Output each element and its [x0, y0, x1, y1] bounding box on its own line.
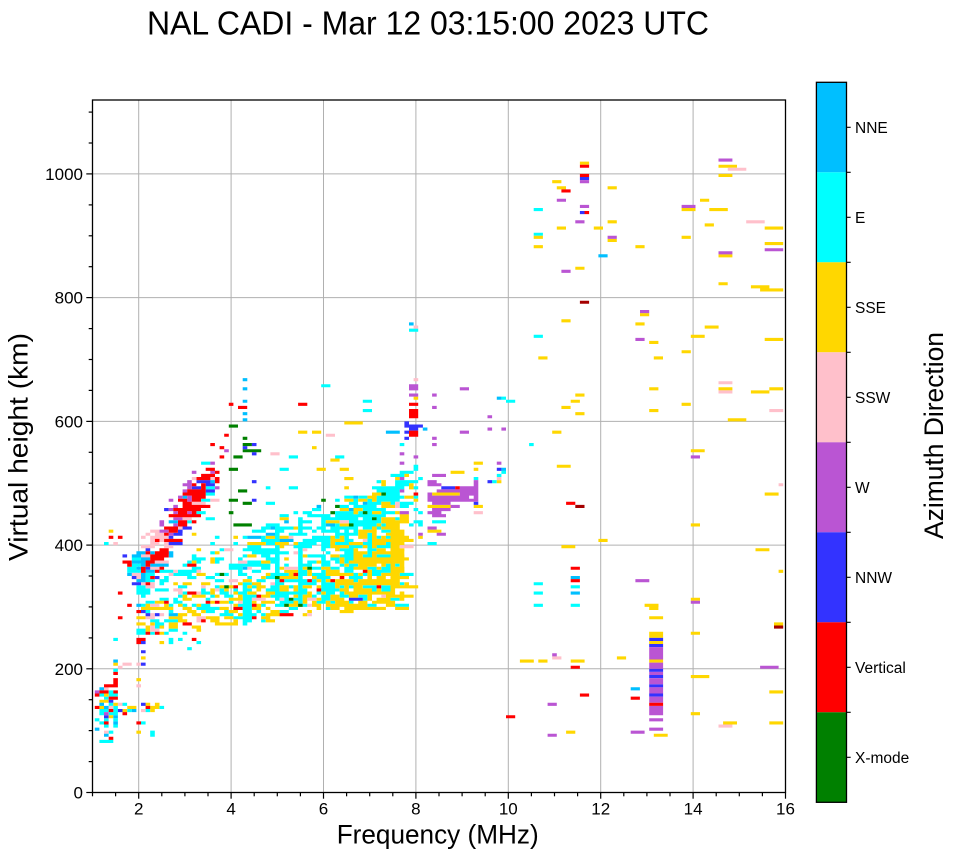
svg-text:Azimuth Direction: Azimuth Direction — [919, 332, 949, 539]
svg-text:SSE: SSE — [855, 300, 886, 317]
svg-text:2: 2 — [134, 800, 143, 819]
svg-text:16: 16 — [776, 800, 795, 819]
svg-text:10: 10 — [499, 800, 518, 819]
svg-text:800: 800 — [55, 289, 83, 308]
svg-text:NNW: NNW — [855, 570, 892, 587]
svg-text:4: 4 — [226, 800, 235, 819]
svg-text:6: 6 — [319, 800, 328, 819]
svg-text:Frequency (MHz): Frequency (MHz) — [337, 820, 539, 850]
svg-text:NAL CADI - Mar 12 03:15:00 202: NAL CADI - Mar 12 03:15:00 2023 UTC — [147, 5, 709, 42]
svg-text:1000: 1000 — [45, 165, 83, 184]
svg-text:W: W — [855, 480, 870, 497]
svg-text:8: 8 — [411, 800, 420, 819]
svg-text:E: E — [855, 210, 865, 227]
svg-text:12: 12 — [591, 800, 610, 819]
svg-text:SSW: SSW — [855, 390, 891, 407]
svg-text:14: 14 — [684, 800, 703, 819]
svg-text:400: 400 — [55, 536, 83, 555]
svg-text:0: 0 — [74, 784, 83, 803]
svg-text:600: 600 — [55, 412, 83, 431]
svg-text:Vertical: Vertical — [855, 660, 906, 677]
svg-text:Virtual height (km): Virtual height (km) — [4, 333, 34, 561]
svg-text:NNE: NNE — [855, 120, 888, 137]
svg-text:X-mode: X-mode — [855, 750, 909, 767]
svg-text:200: 200 — [55, 660, 83, 679]
